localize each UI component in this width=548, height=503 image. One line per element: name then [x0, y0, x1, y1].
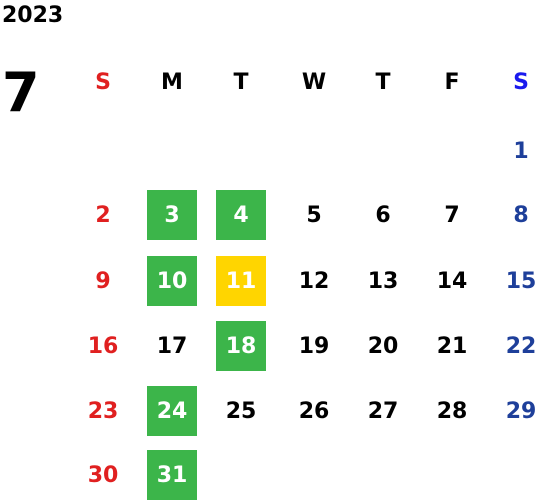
day-27[interactable]: 27	[367, 398, 399, 424]
day-29[interactable]: 29	[505, 398, 537, 424]
day-26[interactable]: 26	[298, 398, 330, 424]
day-30[interactable]: 30	[87, 462, 119, 488]
day-6[interactable]: 6	[375, 202, 391, 228]
weekday-tue: T	[233, 69, 249, 95]
day-28[interactable]: 28	[436, 398, 468, 424]
day-11[interactable]: 11	[216, 256, 266, 306]
day-15[interactable]: 15	[505, 268, 537, 294]
weekday-fri: F	[444, 69, 460, 95]
day-1[interactable]: 1	[513, 138, 529, 164]
day-21[interactable]: 21	[436, 333, 468, 359]
year-label: 2023	[2, 3, 64, 28]
day-4[interactable]: 4	[216, 190, 266, 240]
day-19[interactable]: 19	[298, 333, 330, 359]
day-12[interactable]: 12	[298, 268, 330, 294]
day-14[interactable]: 14	[436, 268, 468, 294]
day-24[interactable]: 24	[147, 386, 197, 436]
day-17[interactable]: 17	[156, 333, 188, 359]
day-8[interactable]: 8	[513, 202, 529, 228]
weekday-sat: S	[513, 69, 529, 95]
day-3[interactable]: 3	[147, 190, 197, 240]
weekday-wed: W	[301, 69, 327, 95]
day-5[interactable]: 5	[306, 202, 322, 228]
day-10[interactable]: 10	[147, 256, 197, 306]
weekday-sun: S	[95, 69, 111, 95]
day-20[interactable]: 20	[367, 333, 399, 359]
day-25[interactable]: 25	[225, 398, 257, 424]
day-23[interactable]: 23	[87, 398, 119, 424]
day-9[interactable]: 9	[95, 268, 111, 294]
weekday-thu: T	[375, 69, 391, 95]
day-31[interactable]: 31	[147, 450, 197, 500]
day-2[interactable]: 2	[95, 202, 111, 228]
day-13[interactable]: 13	[367, 268, 399, 294]
day-7[interactable]: 7	[444, 202, 460, 228]
month-number: 7	[2, 61, 40, 124]
weekday-mon: M	[161, 69, 183, 95]
day-22[interactable]: 22	[505, 333, 537, 359]
day-16[interactable]: 16	[87, 333, 119, 359]
day-18[interactable]: 18	[216, 321, 266, 371]
